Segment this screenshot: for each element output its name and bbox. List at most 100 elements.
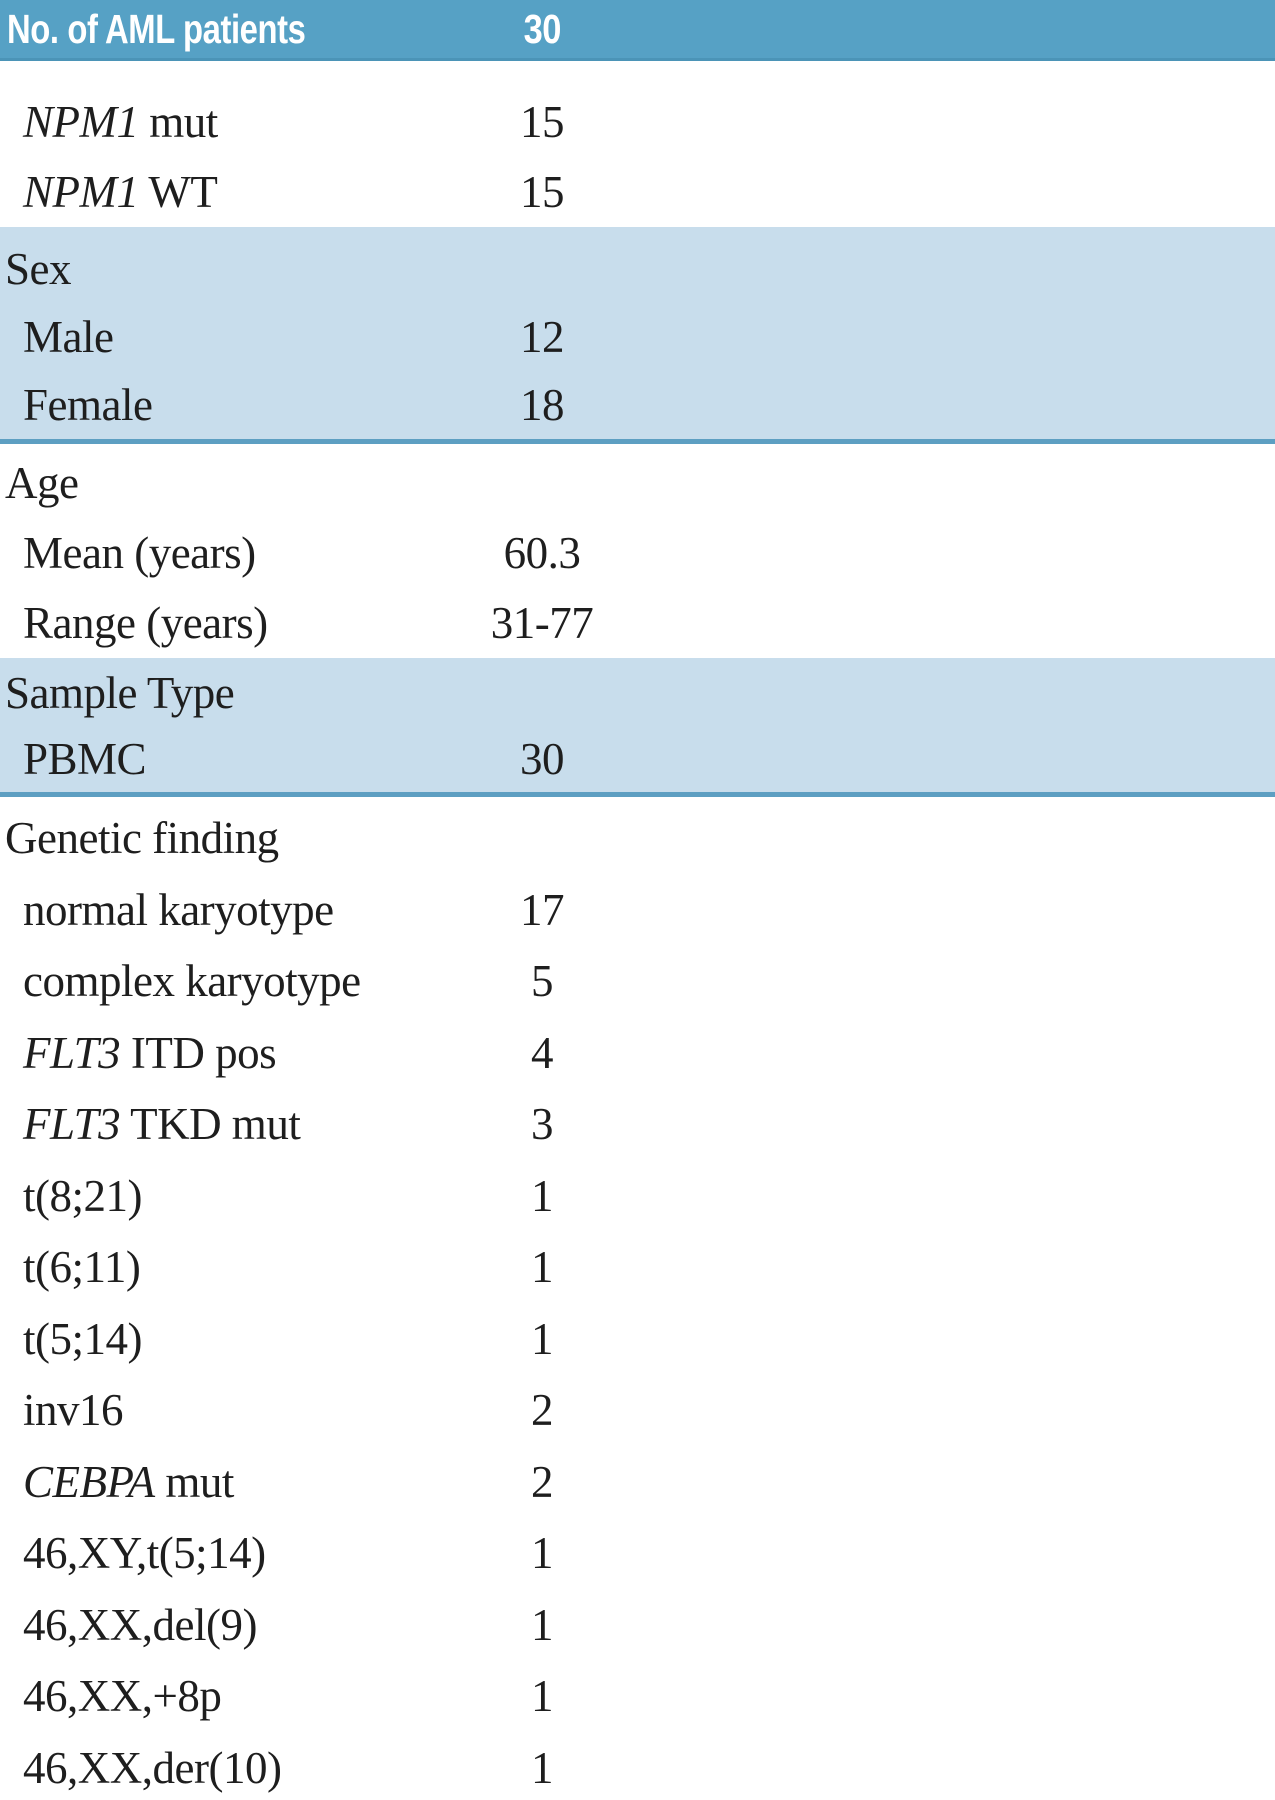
row-label: t(6;11) (0, 1245, 400, 1290)
row-label: 46,XX,del(9) (0, 1599, 400, 1650)
row-value: 60.3 (503, 527, 581, 578)
label-text: t(5;14) (23, 1313, 142, 1364)
table-header-value: 30 (400, 5, 684, 52)
table-header-label-text: No. of AML patients (7, 5, 306, 52)
table-row: Range (years) 31-77 (0, 588, 1275, 658)
row-label: NPM1 mut (0, 96, 400, 147)
label-text: 46,XX,del(9) (23, 1599, 257, 1650)
row-label: FLT3 TKD mut (0, 1102, 400, 1147)
table-row: NPM1 WT 15 (0, 157, 1275, 227)
label-text: ITD pos (120, 1027, 277, 1078)
row-value: 2 (531, 1385, 554, 1436)
row-label: Female (0, 379, 400, 430)
table-row: inv16 2 (0, 1375, 1275, 1447)
row-value: 1 (531, 1528, 554, 1579)
label-text: PBMC (23, 733, 147, 784)
row-value: 4 (531, 1027, 554, 1078)
row-label: t(5;14) (0, 1313, 400, 1364)
label-text: Female (23, 379, 153, 430)
table-row: 46,XX,der(10) 1 (0, 1733, 1275, 1800)
table-row: FLT3 TKD mut 3 (0, 1089, 1275, 1161)
label-text: Genetic finding (5, 813, 279, 864)
table-row: CEBPA mut 2 (0, 1447, 1275, 1519)
table-row: t(8;21) 1 (0, 1161, 1275, 1233)
row-value: 1 (531, 1242, 554, 1293)
table-row: Female 18 (0, 371, 1275, 439)
label-text: 46,XX,der(10) (23, 1742, 282, 1793)
label-text: mut (154, 1456, 234, 1507)
row-label: NPM1 WT (0, 166, 400, 217)
table-header-value-text: 30 (523, 5, 561, 52)
row-label: 46,XY,t(5;14) (0, 1531, 400, 1576)
row-label: PBMC (0, 733, 400, 784)
section-header-row: Sample Type (0, 660, 1275, 726)
table-row: 46,XX,+8p 1 (0, 1661, 1275, 1733)
row-value: 15 (520, 166, 565, 217)
row-value: 5 (531, 956, 554, 1007)
row-value: 12 (520, 311, 565, 362)
label-text: Sex (5, 243, 72, 294)
row-value: 1 (531, 1599, 554, 1650)
table-row: Mean (years) 60.3 (0, 518, 1275, 588)
label-text: Male (23, 311, 114, 362)
row-label: t(8;21) (0, 1170, 400, 1221)
row-value: 17 (520, 884, 565, 935)
gene-symbol: FLT3 (23, 1099, 121, 1150)
label-text: t(6;11) (23, 1242, 141, 1293)
section-header-label: Age (0, 457, 400, 508)
section-npm: NPM1 mut 15 NPM1 WT 15 (0, 61, 1275, 227)
label-text: Range (years) (23, 597, 268, 648)
section-genetic: Genetic finding normal karyotype 17 complex… (0, 797, 1275, 1800)
table-body: NPM1 mut 15 NPM1 WT 15 Sex Male 12 Female 18 Age M… (0, 61, 1275, 1800)
row-label: inv16 (0, 1388, 400, 1433)
row-label: normal karyotype (0, 887, 400, 933)
row-value: 3 (531, 1099, 554, 1150)
section-header-label: Sex (0, 243, 400, 294)
row-label: FLT3 ITD pos (0, 1027, 400, 1078)
gene-symbol: FLT3 (23, 1027, 121, 1078)
row-label: complex karyotype (0, 959, 400, 1004)
label-text: TKD mut (120, 1099, 301, 1150)
gene-symbol: NPM1 (23, 166, 139, 217)
row-label: Male (0, 311, 400, 362)
section-header-row: Genetic finding (0, 803, 1275, 875)
label-text: Mean (years) (23, 527, 256, 578)
section-header-row: Sex (0, 235, 1275, 303)
row-label: 46,XX,+8p (0, 1674, 400, 1719)
section-header-label: Genetic finding (0, 816, 400, 861)
row-value: 30 (520, 733, 565, 784)
table-row: FLT3 ITD pos 4 (0, 1018, 1275, 1090)
label-text: 46,XY,t(5;14) (23, 1528, 266, 1579)
label-text: complex karyotype (23, 956, 361, 1007)
row-value: 1 (531, 1742, 554, 1793)
gene-symbol: CEBPA (23, 1456, 155, 1507)
row-value: 31-77 (490, 597, 594, 648)
section-age: Age Mean (years) 60.3 Range (years) 31-77 (0, 444, 1275, 658)
row-value: 18 (520, 379, 565, 430)
table-header-row: No. of AML patients 30 (0, 0, 1275, 61)
row-label: CEBPA mut (0, 1456, 400, 1507)
label-text: Sample Type (5, 667, 235, 718)
label-text: Age (5, 457, 79, 508)
row-label: 46,XX,der(10) (0, 1742, 400, 1793)
row-label: Mean (years) (0, 527, 400, 578)
table-row: t(5;14) 1 (0, 1304, 1275, 1376)
section-header-row: Age (0, 448, 1275, 518)
table-row: normal karyotype 17 (0, 875, 1275, 947)
gene-symbol: NPM1 (23, 96, 139, 147)
table-row: t(6;11) 1 (0, 1232, 1275, 1304)
table-header-label: No. of AML patients (0, 5, 400, 52)
table-row: 46,XY,t(5;14) 1 (0, 1518, 1275, 1590)
section-sex: Sex Male 12 Female 18 (0, 227, 1275, 444)
label-text: t(8;21) (23, 1170, 142, 1221)
table-row: Male 12 (0, 303, 1275, 371)
table-row: complex karyotype 5 (0, 946, 1275, 1018)
row-value: 1 (531, 1671, 554, 1722)
label-text: mut (138, 96, 218, 147)
table-row: 46,XX,del(9) 1 (0, 1590, 1275, 1662)
section-sample: Sample Type PBMC 30 (0, 658, 1275, 797)
row-value: 2 (531, 1456, 554, 1507)
row-label: Range (years) (0, 597, 400, 648)
section-header-label: Sample Type (0, 667, 400, 718)
